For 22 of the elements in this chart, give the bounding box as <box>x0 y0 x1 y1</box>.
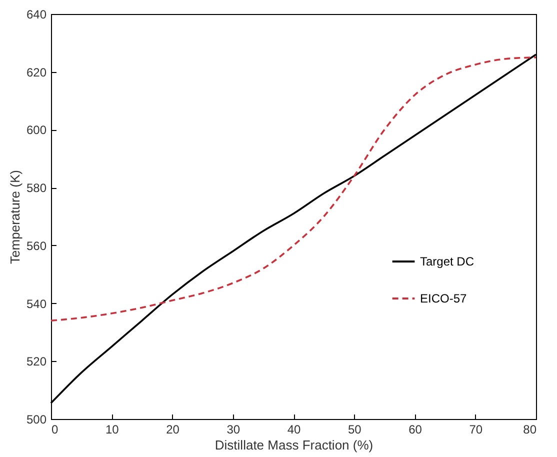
legend-label: EICO-57 <box>420 292 468 306</box>
y-tick-label: 540 <box>26 296 47 311</box>
x-tick-label: 30 <box>226 422 240 436</box>
x-tick-label: 50 <box>348 422 362 436</box>
y-tick-label: 600 <box>26 123 47 138</box>
y-tick-label: 580 <box>26 181 47 196</box>
y-tick-label: 520 <box>26 354 47 369</box>
x-tick-label: 20 <box>166 422 180 436</box>
x-tick-label: 0 <box>52 422 58 436</box>
x-tick-label: 80 <box>523 422 537 436</box>
x-tick-label: 70 <box>469 422 483 436</box>
legend-label: Target DC <box>420 254 474 268</box>
x-tick-label: 10 <box>105 422 120 436</box>
y-tick-label: 500 <box>26 412 47 426</box>
line-series <box>50 56 537 322</box>
x-axis-title: Distillate Mass Fraction (%) <box>214 438 374 452</box>
y-tick-label: 640 <box>26 8 47 22</box>
x-tick-label: 60 <box>408 422 422 436</box>
y-tick-label: 560 <box>26 238 47 253</box>
y-axis-title: Temperature (K) <box>7 170 22 264</box>
y-tick-label: 620 <box>26 65 47 80</box>
x-tick-label: 40 <box>287 422 301 436</box>
